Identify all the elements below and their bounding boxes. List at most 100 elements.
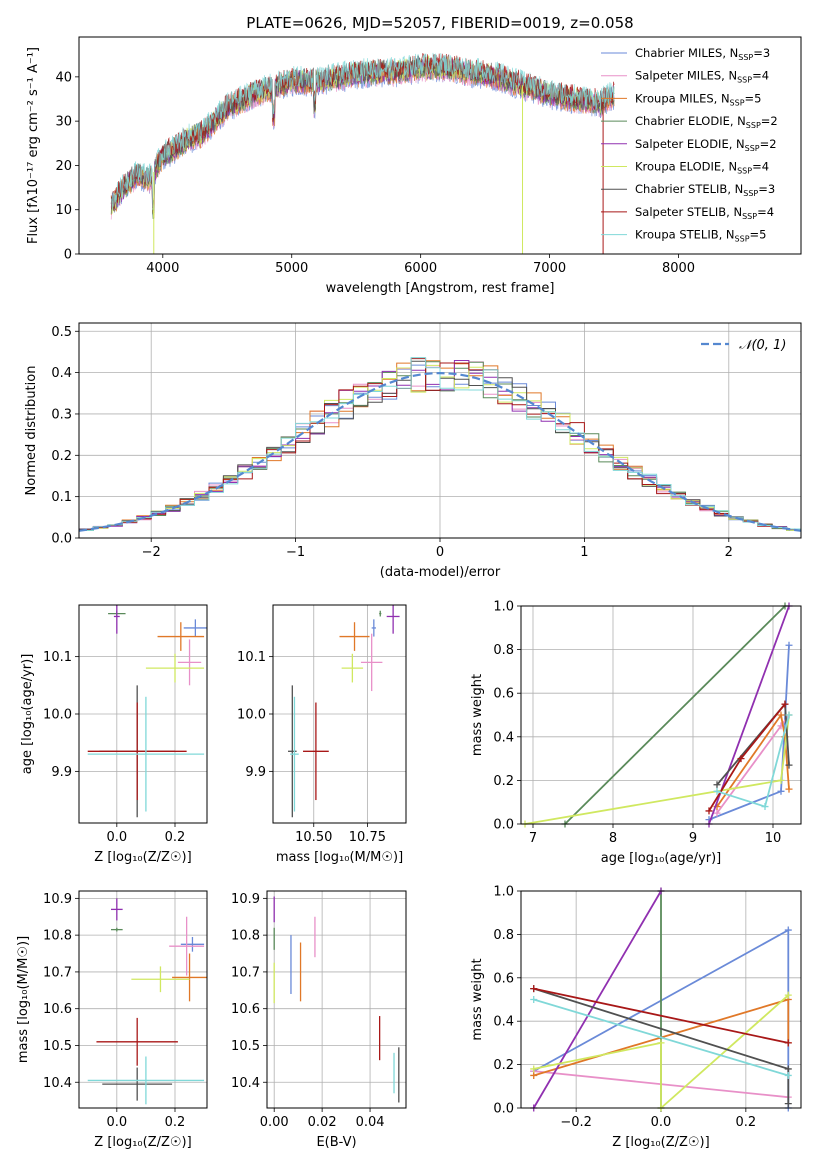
y-axis-label: Flux [fλ10⁻¹⁷ erg cm⁻² s⁻¹ A⁻¹]: [26, 47, 41, 244]
y-tick-label: 30: [55, 115, 72, 130]
weight-marker: [530, 996, 538, 1003]
y-tick-label: 10.9: [43, 892, 72, 907]
legend-subscript: SSP: [746, 121, 761, 130]
weight-marker: [784, 1100, 792, 1108]
weight-line-kroupa-stelib: [533, 998, 789, 1077]
x-tick-label: 0.2: [165, 830, 186, 845]
weight-line-kroupa-miles: [716, 712, 790, 808]
y-tick-label: 1.0: [493, 600, 514, 615]
weight-marker: [530, 985, 538, 993]
x-tick-label: 10.75: [349, 830, 386, 845]
y-axis-label: mass weight: [470, 674, 485, 756]
y-tick-label: 0.6: [493, 971, 514, 986]
y-tick-label: 0.2: [493, 1058, 514, 1073]
weight-line-salpeter-miles: [716, 714, 790, 814]
legend-series-name: Chabrier MILES, N: [635, 46, 738, 60]
weight-marker: [784, 926, 792, 934]
y-tick-label: 0.5: [51, 325, 72, 340]
weight-marker: [737, 755, 745, 763]
y-tick-label: 10.5: [231, 1039, 260, 1054]
legend-series-name: Salpeter STELIB, N: [635, 205, 742, 219]
x-tick-label: 5000: [275, 261, 308, 276]
histogram-steps: [79, 357, 801, 532]
y-tick-label: 0.2: [493, 774, 514, 789]
spectrum-lines: [110, 52, 615, 254]
weight-marker: [781, 700, 789, 708]
legend-suffix: =2: [761, 114, 778, 128]
x-tick-label: 0.0: [651, 1115, 672, 1130]
y-tick-label: 9.9: [245, 765, 266, 780]
weight-marker: [705, 807, 713, 815]
weight-marker: [784, 1039, 792, 1047]
weight-line-chabrier-elodie: [564, 605, 786, 825]
plot-frame: [78, 36, 802, 255]
weight-marker: [761, 803, 769, 811]
x-axis-label: E(B-V): [316, 1135, 356, 1150]
weight-marker: [785, 711, 793, 719]
y-tick-label: 10.4: [43, 1076, 72, 1091]
y-tick-label: 0.3: [51, 407, 72, 422]
legend-series-name: Kroupa STELIB, N: [635, 228, 735, 242]
weight-marker: [713, 809, 721, 817]
x-tick-label: 10.50: [295, 830, 332, 845]
weight-marker: [657, 1039, 665, 1047]
y-axis-label: age [log₁₀(age/yr)]: [20, 654, 35, 775]
x-tick-label: 0.04: [356, 1115, 385, 1130]
weight-lines: [530, 887, 792, 1112]
legend-subscript: SSP: [737, 76, 752, 85]
x-tick-label: 7000: [533, 261, 566, 276]
legend-suffix: =4: [752, 160, 769, 174]
age-vs-metallicity-panel: 0.0 0.2 9.9 10.0 10.1 Z [log₁₀(Z/Z☉)] age [log…: [20, 604, 208, 865]
y-tick-label: 10.7: [231, 965, 260, 980]
errorbars: [273, 896, 400, 1103]
y-tick-label: 10.8: [231, 929, 260, 944]
y-axis-label: Normed distribution: [24, 366, 39, 496]
x-tick-label: 0.0: [106, 1115, 127, 1130]
legend-subscript: SSP: [738, 53, 753, 62]
y-tick-label: 10: [55, 203, 72, 218]
x-axis-label: Z [log₁₀(Z/Z☉)]: [94, 850, 191, 865]
weight-marker: [785, 641, 793, 649]
y-tick-label: 10.0: [43, 708, 72, 723]
plot-frame: [78, 322, 802, 539]
age-vs-mass-panel: 10.50 10.75 9.9 10.0 10.1 mass [log₁₀(M/M☉)]: [237, 604, 407, 865]
legend-label: 𝒩(0, 1): [739, 338, 786, 353]
legend-label: Kroupa ELODIE, NSSP=4: [635, 160, 769, 176]
legend-subscript: SSP: [730, 98, 745, 107]
legend-subscript: SSP: [743, 189, 758, 198]
x-axis-label: wavelength [Angstrom, rest frame]: [326, 281, 555, 296]
x-tick-label: 0.2: [736, 1115, 757, 1130]
y-tick-label: 0.0: [493, 1102, 514, 1117]
y-tick-label: 10.1: [43, 650, 72, 665]
residuals-panel: −2 −1 0 1 2 0.0 0.1 0.2 0.3 0.4 0.5 (data-model)/er…: [24, 322, 802, 580]
y-tick-label: 0.4: [51, 366, 72, 381]
legend-label: Salpeter MILES, NSSP=4: [635, 69, 769, 85]
legend-suffix: =5: [745, 91, 762, 105]
plot-frame: [520, 605, 802, 825]
legend-label: Chabrier ELODIE, NSSP=2: [635, 114, 778, 130]
y-tick-label: 10.8: [43, 929, 72, 944]
mass-vs-metallicity-panel: 0.0 0.2 10.4 10.5 10.6 10.7 10.8 10.9 Z [log₁₀(Z…: [16, 890, 208, 1150]
legend-series-name: Kroupa ELODIE, N: [635, 160, 737, 174]
weight-marker: [530, 1071, 538, 1079]
legend-label: Chabrier STELIB, NSSP=3: [635, 182, 775, 198]
legend-subscript: SSP: [745, 144, 760, 153]
x-tick-label: 7: [529, 831, 537, 846]
legend-label: Salpeter ELODIE, NSSP=2: [635, 137, 777, 153]
x-tick-label: 0.2: [165, 1115, 186, 1130]
y-tick-label: 10.5: [43, 1039, 72, 1054]
plot-frame: [78, 890, 208, 1109]
x-tick-label: 1: [580, 545, 588, 560]
y-tick-label: 10.7: [43, 965, 72, 980]
errorbars: [288, 605, 400, 818]
plot-frame: [78, 604, 208, 824]
legend-suffix: =4: [752, 69, 769, 83]
legend-label: Chabrier MILES, NSSP=3: [635, 46, 770, 62]
legend-suffix: =4: [757, 205, 774, 219]
legend-series-name: Kroupa MILES, N: [635, 91, 730, 105]
weight-line-kroupa-elodie: [533, 994, 789, 1110]
x-tick-label: 6000: [404, 261, 437, 276]
plot-frame: [520, 890, 802, 1109]
weight-marker: [530, 1065, 538, 1073]
